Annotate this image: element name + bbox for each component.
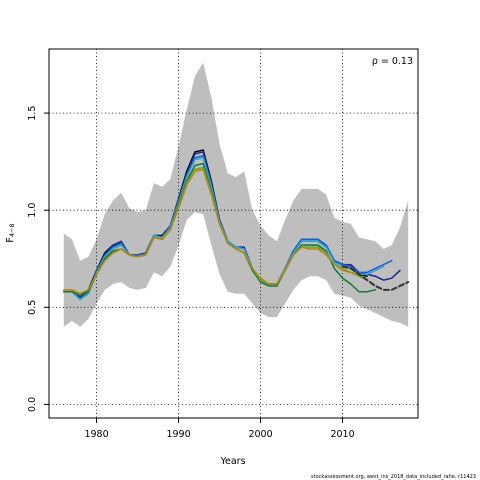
plot-frame: [48, 48, 419, 419]
y-tick-label: 1.0: [27, 203, 38, 218]
confidence-band-layer: [63, 62, 409, 327]
x-tick-label: 2000: [248, 429, 272, 440]
footer-source: stockassessment.org, west_ins_2018_data_…: [311, 474, 476, 480]
confidence-band: [63, 62, 409, 327]
y-axis-title-main: F: [5, 237, 16, 242]
series-layer: [63, 149, 410, 301]
x-axis-title: Years: [219, 456, 245, 467]
y-axis-title-subscript: 4−8: [8, 223, 16, 237]
y-tick-label: 0.5: [27, 300, 38, 315]
series-line-4: [63, 157, 385, 301]
axis-layer: 1980 1990 2000 2010 0.0 0.5 1.0 1.5: [27, 106, 355, 440]
series-line-8: [341, 265, 410, 291]
x-tick-label: 1980: [84, 429, 108, 440]
x-tick-label: 2010: [330, 429, 354, 440]
y-axis-title: F4−8: [5, 223, 17, 242]
y-axis-title-group: F4−8: [5, 223, 17, 242]
x-tick-label: 1990: [166, 429, 190, 440]
rho-annotation: ρ = 0.13: [372, 56, 413, 67]
series-line-7: [63, 168, 360, 295]
y-tick-label: 1.5: [27, 106, 38, 121]
y-tick-label: 0.0: [27, 397, 38, 412]
